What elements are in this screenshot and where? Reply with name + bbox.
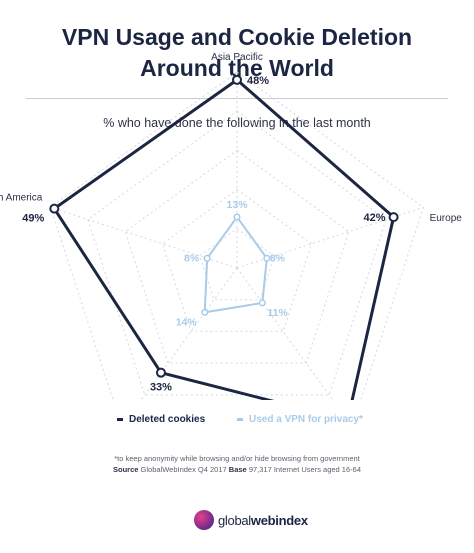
grid-spoke [140,267,238,400]
category-label: North America [0,193,43,204]
source-label: Source [113,465,139,474]
radar-chart: Asia PacificEuropeLatin AmericaMiddle Ea… [0,52,463,400]
value-label-vpn: 8% [270,252,286,264]
grid-ring-5 [50,71,424,400]
footnote-note: *to keep anonymity while browsing and/or… [114,454,360,463]
brand-logo: globalwebindex [194,507,308,533]
category-label: Asia Pacific [211,52,263,63]
source-text: GlobalWebIndex Q4 2017 [140,465,227,474]
value-label-deleted: 48% [247,75,269,87]
data-point [201,308,209,316]
brand-name-light: global [218,512,251,528]
legend-swatch-light [237,418,243,421]
grid-ring-2 [161,188,313,332]
legend-item-deleted-cookies: Deleted cookies [117,414,205,425]
data-point [232,74,242,85]
legend-swatch-dark [117,418,123,421]
data-point [263,254,271,262]
title-divider [26,98,448,99]
legend-label-deleted-cookies: Deleted cookies [129,414,206,425]
value-label-vpn: 13% [226,199,248,211]
value-label-vpn: 8% [184,252,200,264]
base-label: Base [228,465,247,474]
chart-legend: Deleted cookies Used a VPN for privacy* [0,414,474,430]
grid-spoke [236,267,334,400]
brand-name-bold: webindex [250,512,308,528]
legend-label-vpn: Used a VPN for privacy* [249,414,363,425]
data-point [203,254,211,262]
grid-ring-1 [199,228,275,301]
value-label-vpn: 14% [176,316,198,328]
value-label-deleted: 42% [364,212,386,224]
legend-item-vpn: Used a VPN for privacy* [237,414,363,425]
grid-ring-4 [87,110,387,396]
category-label: Europe [430,213,463,224]
brand-name: globalwebindex [218,513,308,528]
value-label-vpn: 11% [267,307,288,319]
series-line-1 [52,78,396,400]
data-point [233,213,241,221]
data-point [388,212,399,223]
globe-icon [194,510,214,530]
footnote: *to keep anonymity while browsing and/or… [0,453,474,475]
data-point [49,203,60,214]
value-label-deleted: 33% [150,382,172,394]
base-text: 97,317 Internet Users aged 16-64 [248,465,361,474]
data-point [258,299,266,307]
grid-ring-3 [124,149,350,364]
value-label-deleted: 49% [22,213,44,225]
chart-title: VPN Usage and Cookie Deletion Around the… [61,24,413,81]
footnote-source: Source GlobalWebIndex Q4 2017 Base 97,31… [0,464,474,475]
series-line-2 [203,216,268,314]
data-point [155,367,166,378]
